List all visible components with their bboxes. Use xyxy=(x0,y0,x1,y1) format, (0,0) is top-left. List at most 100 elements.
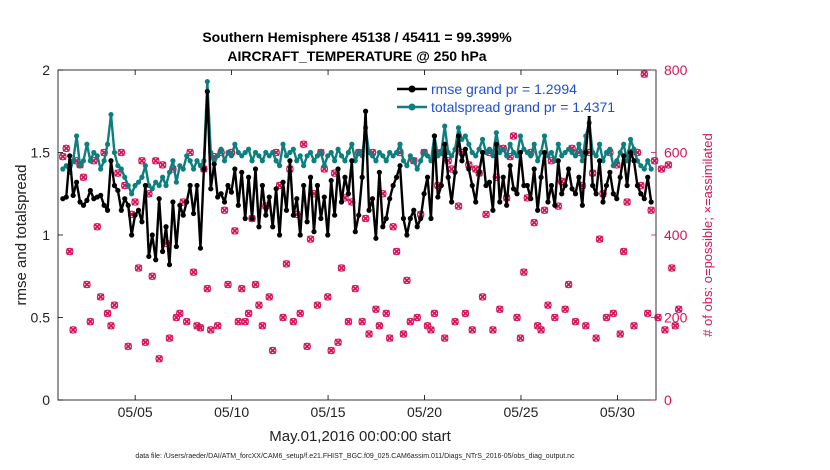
rmse-point xyxy=(590,182,596,189)
obs-assimilated-point xyxy=(165,334,174,342)
obs-assimilated-point xyxy=(193,322,201,330)
rmse-point xyxy=(610,191,616,197)
obs-possible-point xyxy=(492,173,501,182)
rmse-point xyxy=(407,215,413,222)
totalspread-point xyxy=(194,158,200,164)
obs-possible-point xyxy=(650,156,659,165)
obs-assimilated-point xyxy=(509,132,518,140)
rmse-point xyxy=(142,182,148,189)
totalspread-point xyxy=(204,78,210,85)
totalspread-point xyxy=(531,141,537,147)
totalspread-point xyxy=(142,163,148,169)
rmse-point xyxy=(411,207,417,213)
obs-assimilated-point xyxy=(644,309,652,318)
rmse-point xyxy=(160,248,166,255)
obs-assimilated-point xyxy=(86,317,94,326)
obs-possible-point xyxy=(478,293,487,301)
rmse-point xyxy=(559,191,565,197)
rmse-point xyxy=(455,133,462,139)
rmse-point xyxy=(345,191,351,197)
rmse-point xyxy=(211,161,217,167)
obs-assimilated-point xyxy=(496,305,504,313)
rmse-point xyxy=(149,232,155,238)
totalspread-point xyxy=(621,141,627,147)
y-tick-label: 0.5 xyxy=(31,310,51,326)
rmse-point xyxy=(566,166,572,172)
obs-assimilated-point xyxy=(327,346,335,355)
obs-assimilated-point xyxy=(530,218,538,227)
y-tick-label: 1 xyxy=(42,227,50,243)
rmse-point xyxy=(638,191,644,197)
obs-possible-point xyxy=(427,326,435,334)
obs-possible-point xyxy=(616,330,625,338)
totalspread-point xyxy=(342,158,348,164)
rmse-point xyxy=(139,219,145,225)
obs-possible-point xyxy=(258,321,267,330)
totalspread-point xyxy=(548,149,554,156)
totalspread-point xyxy=(149,186,155,192)
obs-possible-point xyxy=(582,321,590,330)
rmse-point xyxy=(259,182,265,189)
rmse-point xyxy=(301,182,307,189)
totalspread-point xyxy=(476,146,482,152)
obs-assimilated-point xyxy=(131,198,139,206)
rmse-point xyxy=(476,169,482,175)
totalspread-point xyxy=(218,146,224,152)
obs-possible-point xyxy=(609,309,618,318)
totalspread-point xyxy=(356,149,362,156)
rmse-point xyxy=(390,182,396,189)
obs-possible-point xyxy=(385,334,394,342)
totalspread-point xyxy=(242,149,248,156)
obs-possible-point xyxy=(69,326,77,334)
obs-assimilated-point xyxy=(134,264,143,272)
totalspread-point xyxy=(160,174,166,180)
totalspread-point xyxy=(325,153,331,159)
obs-possible-point xyxy=(62,144,71,153)
obs-assimilated-point xyxy=(97,293,105,301)
rmse-point xyxy=(645,174,651,180)
totalspread-point xyxy=(246,146,252,152)
x-tick-label: 05/05 xyxy=(118,404,153,420)
totalspread-point xyxy=(91,149,97,156)
totalspread-point xyxy=(301,163,307,169)
totalspread-point xyxy=(466,141,472,147)
obs-possible-point xyxy=(592,334,600,342)
obs-possible-point xyxy=(382,309,391,318)
rmse-point xyxy=(239,169,245,175)
obs-assimilated-point xyxy=(482,210,490,219)
rmse-point xyxy=(634,182,641,189)
totalspread-point xyxy=(184,153,190,159)
obs-assimilated-point xyxy=(623,198,631,206)
obs-possible-point xyxy=(327,346,335,355)
totalspread-point xyxy=(535,158,541,164)
rmse-line xyxy=(62,90,653,266)
totalspread-point xyxy=(187,158,193,164)
totalspread-point xyxy=(459,136,465,142)
totalspread-point xyxy=(579,158,585,164)
rmse-point xyxy=(163,224,169,230)
x-tick-label: 05/25 xyxy=(503,404,538,420)
obs-possible-point xyxy=(516,334,525,342)
obs-possible-point xyxy=(495,305,504,314)
obs-assimilated-point xyxy=(214,322,222,330)
totalspread-point xyxy=(373,158,379,164)
obs-assimilated-point xyxy=(551,313,559,322)
totalspread-point xyxy=(321,163,327,169)
totalspread-point xyxy=(387,149,393,156)
totalspread-point xyxy=(94,153,100,159)
obs-assimilated-point xyxy=(183,317,191,326)
totalspread-point xyxy=(280,141,286,147)
totalspread-point xyxy=(276,163,283,169)
rmse-point xyxy=(342,174,348,180)
legend-box xyxy=(393,76,639,116)
obs-assimilated-point xyxy=(389,223,397,231)
rmse-point xyxy=(366,207,372,213)
obs-assimilated-point xyxy=(454,202,463,210)
obs-assimilated-point xyxy=(516,334,525,342)
rmse-point xyxy=(73,179,80,185)
y-tick-label-right: 800 xyxy=(664,62,688,78)
totalspread-point xyxy=(311,158,317,164)
obs-possible-point xyxy=(131,198,139,206)
obs-possible-point xyxy=(595,235,604,243)
rmse-point xyxy=(424,174,431,180)
